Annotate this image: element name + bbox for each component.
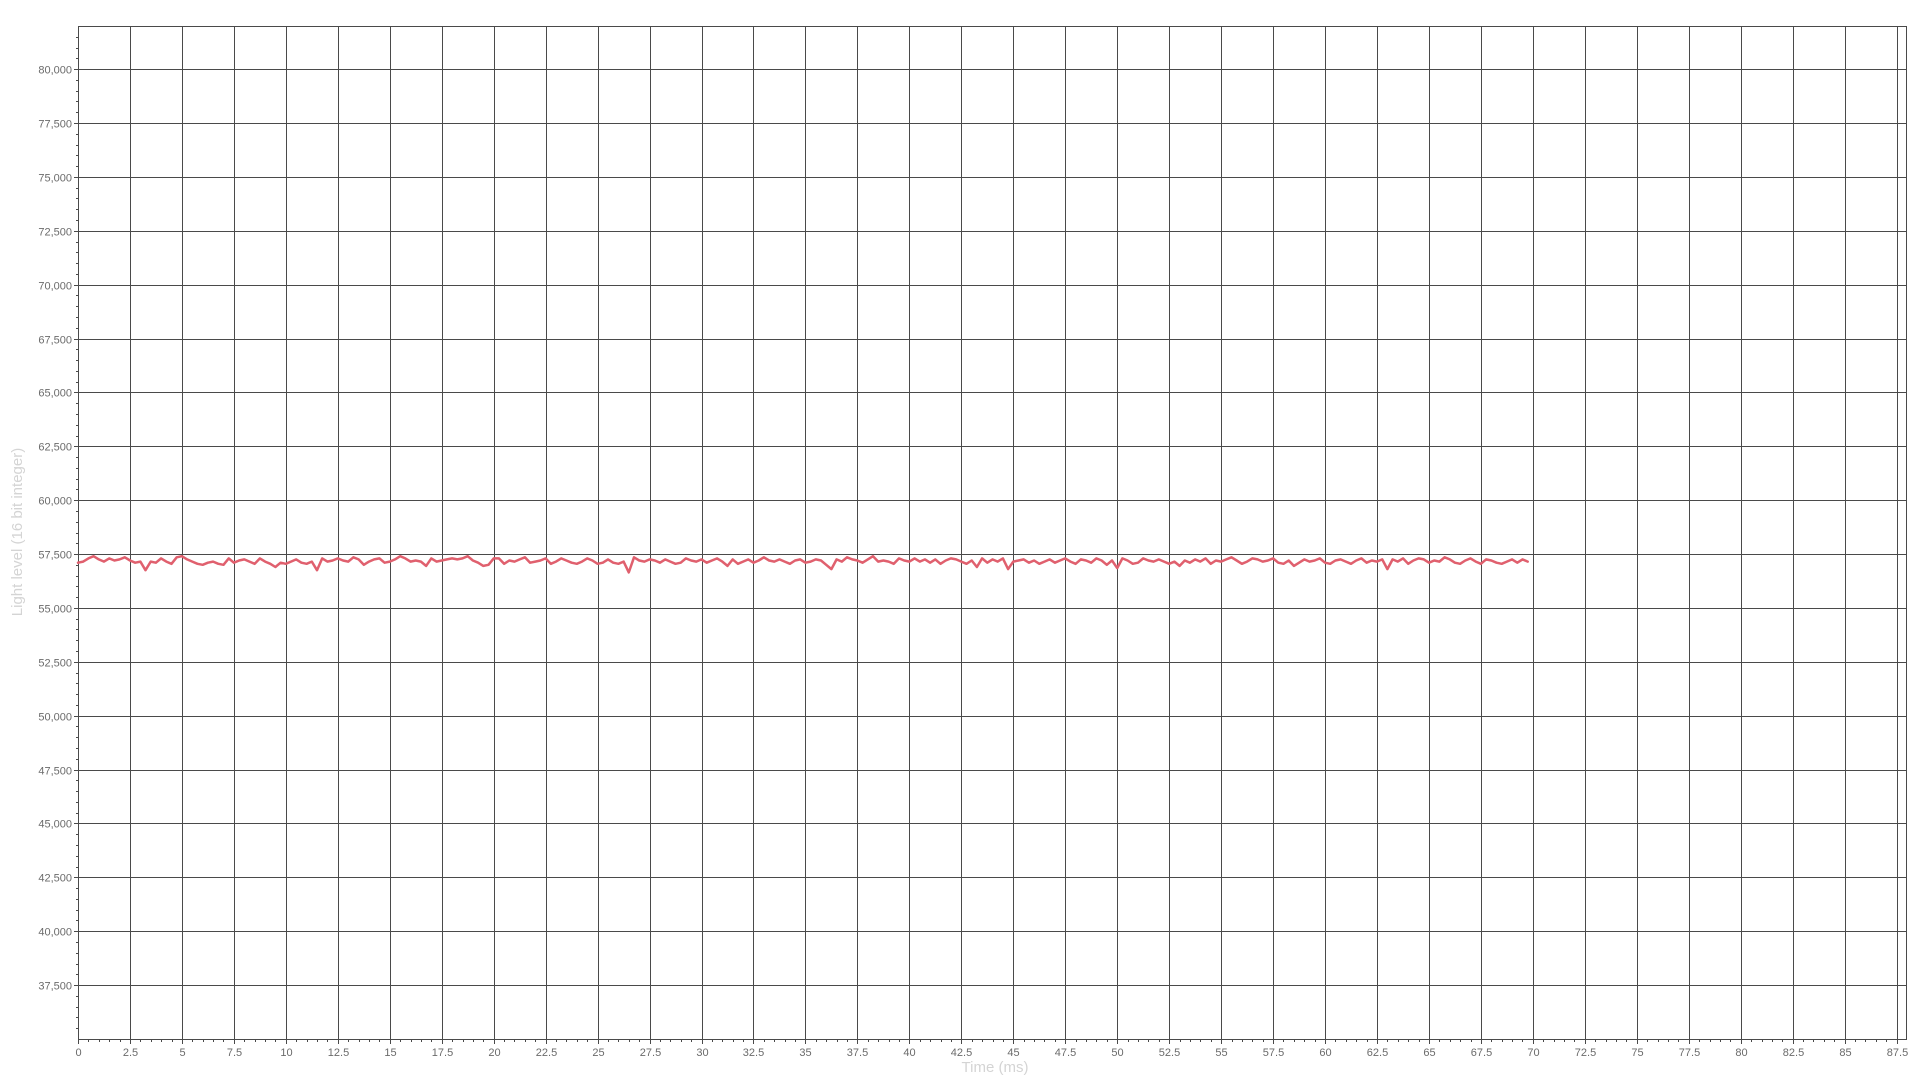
y-tick-label: 60,000: [38, 496, 72, 508]
x-tick-label: 2.5: [123, 1047, 138, 1059]
x-tick-label: 30: [696, 1047, 708, 1059]
y-tick-label: 67,500: [38, 335, 72, 347]
y-tick-label: 80,000: [38, 65, 72, 77]
x-tick-label: 60: [1319, 1047, 1331, 1059]
x-tick-label: 12.5: [328, 1047, 349, 1059]
y-tick-label: 77,500: [38, 119, 72, 131]
x-tick-label: 72.5: [1575, 1047, 1596, 1059]
y-tick-label: 52,500: [38, 658, 72, 670]
x-tick-label: 45: [1007, 1047, 1019, 1059]
x-tick-label: 7.5: [227, 1047, 242, 1059]
x-tick-label: 85: [1839, 1047, 1851, 1059]
x-tick-label: 37.5: [847, 1047, 868, 1059]
y-tick-label: 47,500: [38, 766, 72, 778]
series-layer: [76, 554, 1529, 574]
x-axis-title: Time (ms): [962, 1059, 1029, 1076]
x-tick-label: 27.5: [640, 1047, 661, 1059]
x-tick-label: 22.5: [536, 1047, 557, 1059]
series-line: [76, 554, 1529, 574]
x-tick-label: 75: [1631, 1047, 1643, 1059]
y-tick-label: 40,000: [38, 927, 72, 939]
x-tick-label: 10: [280, 1047, 292, 1059]
x-tick-label: 82.5: [1783, 1047, 1804, 1059]
x-tick-label: 65: [1423, 1047, 1435, 1059]
y-axis-title: Light level (16 bit integer): [9, 448, 26, 616]
x-tick-label: 52.5: [1159, 1047, 1180, 1059]
x-tick-label: 5: [179, 1047, 185, 1059]
y-tick-label: 75,000: [38, 173, 72, 185]
grid: [78, 26, 1907, 1039]
tick-labels: 37,500 40,000 42,500 45,000 47,500 50,000 52,5…: [38, 65, 1908, 1060]
x-tick-label: 67.5: [1471, 1047, 1492, 1059]
y-tick-label: 57,500: [38, 550, 72, 562]
y-tick-label: 42,500: [38, 873, 72, 885]
x-tick-label: 40: [903, 1047, 915, 1059]
axes: [74, 26, 1907, 1044]
x-tick-label: 17.5: [432, 1047, 453, 1059]
x-tick-label: 57.5: [1263, 1047, 1284, 1059]
x-tick-label: 62.5: [1367, 1047, 1388, 1059]
x-tick-label: 0: [75, 1047, 81, 1059]
x-tick-label: 80: [1735, 1047, 1747, 1059]
x-tick-label: 87.5: [1887, 1047, 1908, 1059]
x-tick-label: 77.5: [1679, 1047, 1700, 1059]
x-tick-label: 47.5: [1055, 1047, 1076, 1059]
y-tick-label: 62,500: [38, 442, 72, 454]
x-tick-label: 35: [799, 1047, 811, 1059]
x-tick-label: 50: [1111, 1047, 1123, 1059]
x-tick-label: 70: [1527, 1047, 1539, 1059]
x-tick-label: 32.5: [743, 1047, 764, 1059]
x-tick-label: 55: [1215, 1047, 1227, 1059]
y-tick-label: 72,500: [38, 227, 72, 239]
x-tick-label: 25: [592, 1047, 604, 1059]
y-tick-label: 65,000: [38, 388, 72, 400]
y-tick-label: 55,000: [38, 604, 72, 616]
x-tick-label: 20: [488, 1047, 500, 1059]
x-tick-label: 42.5: [951, 1047, 972, 1059]
y-tick-label: 45,000: [38, 819, 72, 831]
y-tick-label: 50,000: [38, 712, 72, 724]
x-tick-label: 15: [384, 1047, 396, 1059]
y-tick-label: 70,000: [38, 281, 72, 293]
y-tick-label: 37,500: [38, 981, 72, 993]
